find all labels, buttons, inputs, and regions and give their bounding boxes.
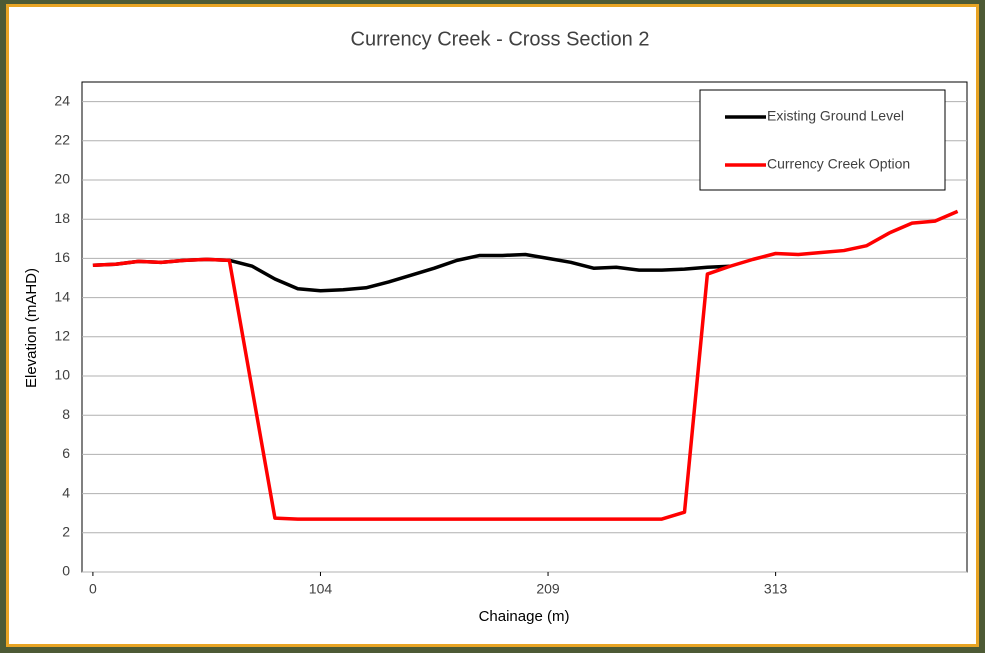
y-tick-label: 10 xyxy=(54,367,70,383)
x-tick-label: 0 xyxy=(89,581,97,597)
y-tick-label: 14 xyxy=(54,288,70,304)
y-tick-label: 24 xyxy=(54,92,70,108)
x-tick-label: 104 xyxy=(309,581,333,597)
y-tick-label: 2 xyxy=(62,524,70,540)
y-axis-label: Elevation (mAHD) xyxy=(23,268,40,388)
y-tick-label: 4 xyxy=(62,484,70,500)
legend-label: Currency Creek Option xyxy=(767,156,910,172)
chart-title: Currency Creek - Cross Section 2 xyxy=(351,28,650,50)
x-tick-label: 313 xyxy=(764,581,788,597)
legend-box xyxy=(699,89,946,191)
y-tick-label: 12 xyxy=(54,328,70,344)
y-tick-label: 8 xyxy=(62,406,70,422)
y-tick-label: 22 xyxy=(54,132,70,148)
legend-label: Existing Ground Level xyxy=(767,108,904,124)
y-tick-label: 6 xyxy=(62,445,70,461)
x-tick-label: 209 xyxy=(536,581,560,597)
y-tick-label: 16 xyxy=(54,249,70,265)
y-tick-label: 20 xyxy=(54,171,70,187)
y-tick-label: 18 xyxy=(54,210,70,226)
x-axis-label: Chainage (m) xyxy=(479,608,570,625)
series-line xyxy=(92,209,959,521)
y-tick-label: 0 xyxy=(62,563,70,579)
